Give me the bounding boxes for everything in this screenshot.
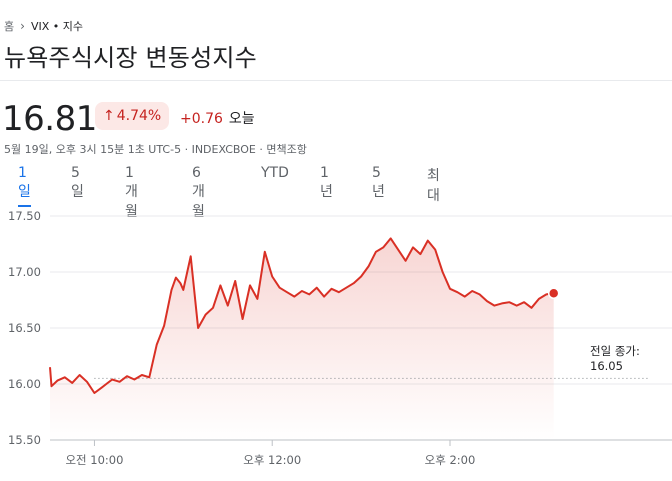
breadcrumb: 홈 › VIX • 지수 [4, 18, 83, 34]
y-tick-label: 17.50 [8, 209, 41, 223]
y-tick-label: 17.00 [8, 265, 41, 279]
previous-close-label: 전일 종가: 16.05 [590, 344, 640, 374]
tab-1d[interactable]: 1일 [18, 165, 31, 207]
previous-close-value: 16.05 [590, 359, 623, 373]
x-tick-label: 오전 10:00 [65, 453, 123, 467]
chart-line-series [49, 237, 554, 394]
change-period: 오늘 [228, 111, 255, 127]
y-tick-label: 15.50 [8, 433, 41, 447]
breadcrumb-current: VIX • 지수 [30, 20, 83, 33]
percent-change-value: 4.74% [116, 108, 162, 124]
chart-area-fill [50, 238, 554, 440]
arrow-up-icon: ↑ [103, 108, 115, 124]
price-chart[interactable]: 17.50 17.00 16.50 16.00 15.50 오전 10:00 오후 12:… [0, 200, 672, 481]
current-price: 16.81 [2, 99, 97, 139]
tab-ytd[interactable]: YTD [261, 165, 289, 181]
quote-meta: 5월 19일, 오후 3시 15분 1초 UTC-5 · INDEXCBOE ·… [4, 143, 307, 156]
page-title: 뉴욕주식시장 변동성지수 [4, 44, 257, 72]
change-value: +0.76 [180, 111, 223, 127]
tab-1y[interactable]: 1년 [320, 165, 333, 200]
chevron-right-icon: › [20, 19, 25, 33]
x-tick-label: 오후 12:00 [243, 453, 301, 467]
current-price-dot [547, 287, 560, 300]
tab-5y[interactable]: 5년 [372, 165, 385, 200]
y-tick-label: 16.00 [8, 377, 41, 391]
breadcrumb-home-link[interactable]: 홈 [4, 20, 15, 33]
y-tick-label: 16.50 [8, 321, 41, 335]
tab-5d[interactable]: 5일 [71, 165, 84, 200]
divider [0, 80, 672, 81]
tab-max[interactable]: 최대 [427, 168, 440, 204]
percent-change-badge: ↑ 4.74% [95, 102, 170, 130]
x-tick-label: 오후 2:00 [425, 453, 476, 467]
previous-close-caption: 전일 종가: [590, 344, 640, 358]
absolute-change: +0.76 오늘 [180, 108, 255, 128]
